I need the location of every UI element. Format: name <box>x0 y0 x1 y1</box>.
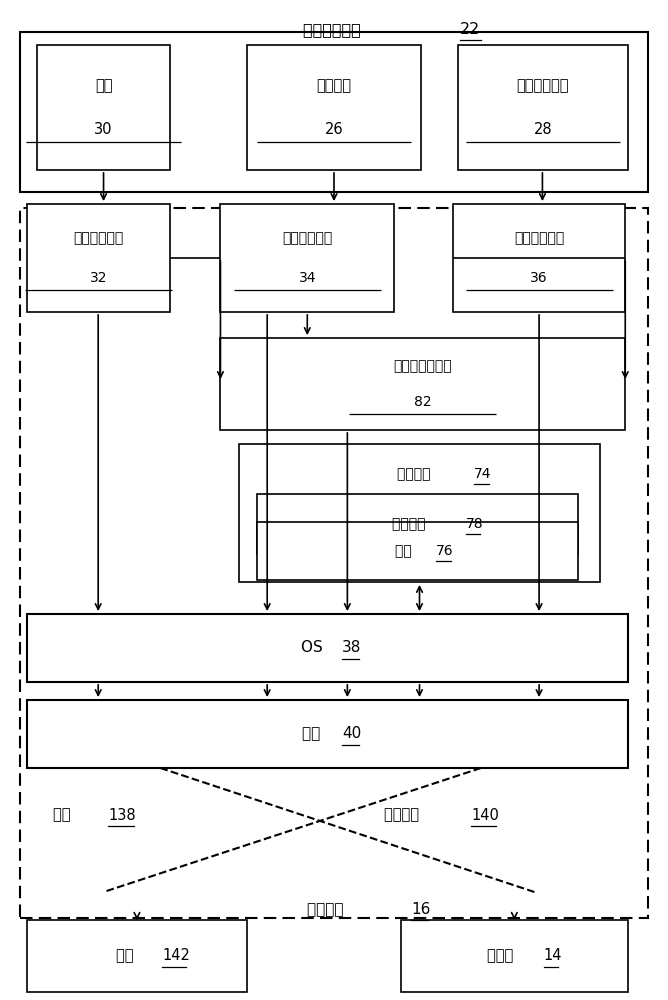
Text: 30: 30 <box>94 122 113 137</box>
Text: 通信: 通信 <box>116 948 138 964</box>
Text: 话筒: 话筒 <box>95 78 112 93</box>
Bar <box>458 45 628 170</box>
Text: 16: 16 <box>411 902 430 918</box>
Text: 配准数据: 配准数据 <box>392 517 430 531</box>
Bar <box>27 204 170 312</box>
Bar <box>37 45 170 170</box>
Text: 32: 32 <box>90 271 108 285</box>
Text: 指示器投影引擎: 指示器投影引擎 <box>393 359 452 373</box>
Text: 22: 22 <box>460 22 480 37</box>
Text: 显示器: 显示器 <box>487 948 518 964</box>
Text: 深度相机: 深度相机 <box>317 78 351 93</box>
Text: 28: 28 <box>534 122 552 137</box>
Bar <box>257 494 578 554</box>
Bar <box>220 204 394 312</box>
Text: 78: 78 <box>466 517 483 531</box>
Text: 142: 142 <box>162 948 190 964</box>
Text: 38: 38 <box>342 641 361 656</box>
Text: 138: 138 <box>108 808 136 822</box>
Text: 应用: 应用 <box>303 726 325 742</box>
Text: 偏移: 偏移 <box>395 544 416 558</box>
Text: 140: 140 <box>471 808 499 822</box>
Text: 36: 36 <box>530 271 548 285</box>
Text: 26: 26 <box>325 122 343 137</box>
Bar <box>27 614 628 682</box>
Text: 数据存储: 数据存储 <box>384 808 424 822</box>
Text: 位置数据: 位置数据 <box>397 467 435 481</box>
Bar <box>239 444 600 582</box>
Bar <box>453 204 625 312</box>
Text: 34: 34 <box>299 271 316 285</box>
Text: 语音识别引擎: 语音识别引擎 <box>73 231 124 245</box>
Text: 平面图像相机: 平面图像相机 <box>516 78 569 93</box>
Text: 姿势识别引擎: 姿势识别引擎 <box>282 231 333 245</box>
Text: 机器视觉系统: 机器视觉系统 <box>303 22 365 37</box>
Bar <box>401 920 628 992</box>
Bar <box>20 208 648 918</box>
Bar <box>257 522 578 580</box>
Text: 74: 74 <box>474 467 492 481</box>
Text: 82: 82 <box>414 395 432 409</box>
Text: 逻辑: 逻辑 <box>53 808 75 822</box>
Text: 眼睛跟踪引擎: 眼睛跟踪引擎 <box>514 231 564 245</box>
Bar <box>220 338 625 430</box>
Text: 40: 40 <box>342 726 361 742</box>
Text: 76: 76 <box>436 544 454 558</box>
Bar <box>20 32 648 192</box>
Text: 14: 14 <box>544 948 562 964</box>
Bar <box>247 45 421 170</box>
Bar <box>27 700 628 768</box>
Text: 计算系统: 计算系统 <box>307 902 348 918</box>
Bar <box>27 920 247 992</box>
Text: OS: OS <box>301 641 327 656</box>
